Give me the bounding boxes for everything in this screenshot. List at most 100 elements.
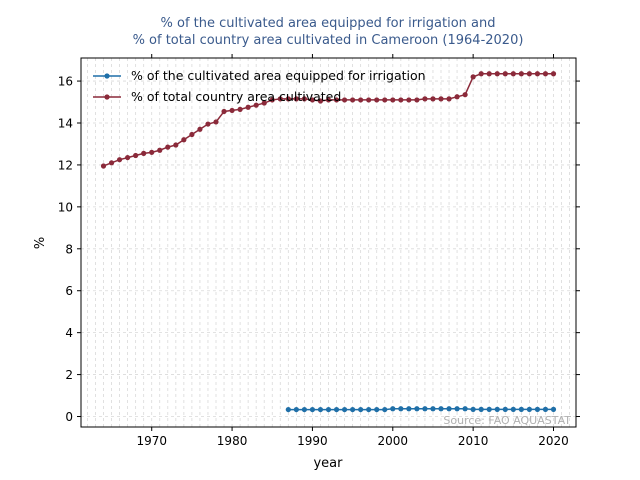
data-point-1 (325, 97, 332, 103)
axes: 1970 1980 1990 2000 2010 2020 0 2 4 6 8 10 12 14 16 (58, 54, 580, 448)
data-point-0 (390, 406, 396, 412)
data-point-0 (341, 406, 348, 413)
data-point-0 (317, 406, 324, 413)
data-point-1 (277, 96, 283, 102)
data-point-1 (205, 121, 211, 127)
data-point-1 (390, 97, 396, 103)
data-point-1 (173, 142, 179, 148)
data-point-1 (502, 71, 508, 77)
x-axis-label: year (313, 456, 343, 471)
data-point-1 (116, 157, 123, 163)
data-point-0 (478, 406, 484, 412)
data-point-0 (293, 406, 299, 413)
data-point-1 (406, 97, 412, 103)
data-point-1 (213, 119, 219, 125)
data-point-1 (398, 97, 404, 103)
data-point-1 (133, 152, 139, 159)
y-axis-label: % (33, 237, 48, 249)
y-tick-label: 0 (65, 410, 73, 424)
x-tick-label: 1990 (297, 434, 328, 448)
data-point-1 (125, 154, 131, 161)
data-point-1 (221, 108, 227, 115)
data-point-0 (350, 406, 356, 413)
data-point-0 (366, 406, 372, 413)
data-point-1 (486, 71, 492, 77)
data-point-1 (181, 137, 187, 143)
data-point-1 (229, 107, 235, 114)
series-layer (100, 71, 557, 413)
data-point-1 (341, 97, 348, 103)
data-point-1 (261, 100, 267, 106)
data-point-1 (414, 97, 420, 103)
data-point-0 (382, 406, 388, 413)
y-tick-label: 4 (65, 326, 73, 340)
data-point-0 (358, 406, 364, 413)
y-tick-label: 10 (58, 200, 73, 214)
data-point-1 (149, 149, 155, 155)
data-point-0 (446, 406, 452, 412)
legend: % of the cultivated area equipped for ir… (93, 68, 426, 104)
data-point-1 (293, 96, 299, 102)
data-point-0 (422, 406, 428, 412)
data-point-0 (542, 406, 549, 412)
data-point-0 (309, 406, 316, 413)
data-point-0 (430, 406, 436, 412)
y-tick-label: 8 (65, 242, 73, 256)
data-point-1 (542, 71, 549, 77)
data-point-1 (550, 71, 557, 77)
data-point-1 (374, 97, 380, 103)
legend-label-irrigation: % of the cultivated area equipped for ir… (131, 68, 426, 83)
data-point-0 (486, 406, 492, 412)
data-point-1 (269, 97, 275, 103)
data-point-0 (398, 406, 404, 412)
data-point-1 (309, 97, 316, 103)
data-point-1 (100, 163, 107, 169)
x-tick-label: 1980 (217, 434, 248, 448)
data-point-1 (197, 126, 203, 132)
data-point-1 (462, 92, 468, 98)
data-point-1 (478, 71, 484, 77)
y-tick-label: 6 (65, 284, 73, 298)
data-point-1 (446, 96, 452, 102)
x-tick-label: 2000 (378, 434, 409, 448)
data-point-1 (518, 71, 524, 77)
data-point-0 (285, 406, 291, 413)
data-point-1 (253, 102, 259, 108)
y-tick-label: 12 (58, 158, 73, 172)
y-tick-label: 2 (65, 368, 73, 382)
data-point-1 (438, 96, 444, 102)
data-point-1 (358, 97, 364, 103)
data-point-1 (526, 71, 532, 77)
legend-label-cultivated: % of total country area cultivated (131, 89, 341, 104)
x-tick-label: 2020 (538, 434, 569, 448)
data-point-1 (454, 94, 460, 100)
y-tick-label: 14 (58, 116, 73, 130)
data-point-0 (494, 406, 500, 412)
data-point-1 (245, 104, 251, 110)
data-point-1 (141, 150, 147, 156)
data-point-0 (414, 406, 420, 412)
data-point-0 (510, 406, 516, 412)
x-tick-label: 1970 (136, 434, 167, 448)
data-point-1 (317, 98, 324, 104)
data-point-0 (454, 406, 460, 412)
data-point-0 (374, 406, 380, 413)
data-point-1 (534, 71, 541, 77)
data-point-1 (422, 96, 428, 102)
data-point-1 (470, 74, 476, 80)
data-point-0 (550, 406, 557, 412)
data-point-1 (350, 97, 356, 103)
series-line-0 (288, 408, 554, 411)
data-point-1 (285, 96, 291, 102)
data-point-1 (510, 71, 516, 77)
data-point-0 (470, 406, 476, 412)
data-point-0 (502, 406, 508, 412)
data-point-0 (518, 406, 524, 412)
data-point-1 (189, 131, 195, 138)
grid (81, 58, 576, 427)
data-point-1 (108, 160, 115, 166)
data-point-0 (462, 406, 468, 412)
data-point-1 (237, 106, 243, 112)
data-point-1 (494, 71, 500, 77)
